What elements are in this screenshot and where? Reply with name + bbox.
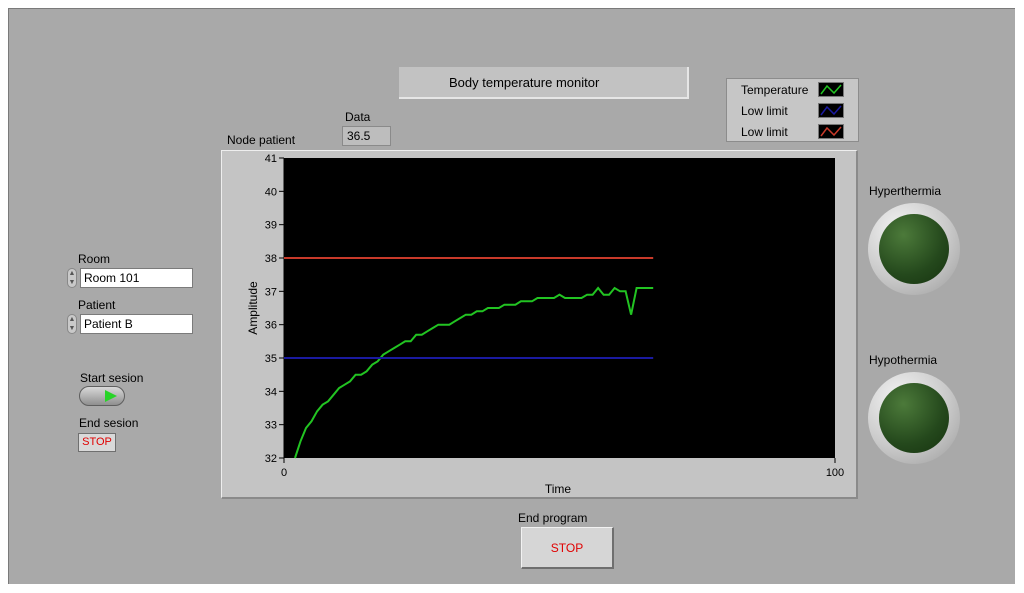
y-tick-label: 33: [265, 420, 277, 432]
line-swatch-icon: [818, 103, 844, 118]
room-label: Room: [78, 252, 111, 266]
x-tick-label: 100: [826, 467, 844, 479]
legend-label: Low limit: [741, 125, 788, 139]
data-label: Data: [345, 110, 371, 124]
y-tick-label: 39: [265, 220, 277, 232]
x-axis-label: Time: [545, 482, 572, 496]
legend-item-temperature[interactable]: Temperature: [727, 80, 858, 100]
y-tick-label: 37: [265, 286, 277, 298]
y-tick-label: 36: [265, 320, 277, 332]
node-patient-label: Node patient: [227, 133, 296, 147]
data-indicator: 36.5: [342, 126, 391, 146]
y-tick-label: 32: [265, 453, 277, 465]
hypothermia-led: [868, 372, 960, 464]
hypothermia-label: Hypothermia: [869, 353, 938, 367]
series-line-temperature: [294, 286, 654, 459]
end-program-stop-button[interactable]: STOP: [521, 527, 614, 569]
end-session-label: End sesion: [79, 416, 139, 430]
page-title: Body temperature monitor: [449, 75, 600, 90]
end-program-label: End program: [518, 511, 588, 525]
start-session-button[interactable]: [79, 386, 125, 406]
led-lamp-icon: [879, 214, 949, 284]
plot-area: [284, 158, 835, 458]
waveform-chart[interactable]: 32 33 34 35 36 37 38 39 40 41 0 100 Amplitude Time: [221, 150, 858, 499]
y-tick-label: 34: [265, 386, 277, 398]
line-swatch-icon: [818, 82, 844, 97]
hyperthermia-led: [868, 203, 960, 295]
room-increment-arrows-icon[interactable]: ▲ ▼: [67, 268, 77, 288]
y-tick-label: 41: [265, 153, 277, 165]
x-axis: 0 100: [281, 458, 844, 479]
y-tick-label: 35: [265, 353, 277, 365]
patient-label: Patient: [78, 298, 116, 312]
start-session-label: Start sesion: [80, 371, 144, 385]
title-banner: Body temperature monitor: [399, 67, 689, 99]
y-axis-label: Amplitude: [246, 281, 260, 335]
legend-item-high-limit[interactable]: Low limit: [727, 122, 858, 142]
play-icon: [105, 390, 117, 402]
end-session-stop-button[interactable]: STOP: [78, 433, 116, 452]
y-tick-label: 38: [265, 253, 277, 265]
x-tick-label: 0: [281, 467, 287, 479]
led-lamp-icon: [879, 383, 949, 453]
patient-increment-arrows-icon[interactable]: ▲ ▼: [67, 314, 77, 334]
y-axis: 32 33 34 35 36 37 38 39 40 41: [265, 153, 285, 465]
plot-lines: [284, 257, 654, 459]
hyperthermia-label: Hyperthermia: [869, 184, 942, 198]
y-tick-label: 40: [265, 186, 277, 198]
legend-item-low-limit[interactable]: Low limit: [727, 101, 858, 121]
room-field[interactable]: Room 101: [80, 268, 193, 288]
legend-label: Low limit: [741, 104, 788, 118]
plot-legend[interactable]: Temperature Low limit Low limit: [726, 78, 859, 142]
legend-label: Temperature: [741, 83, 809, 97]
line-swatch-icon: [818, 124, 844, 139]
patient-field[interactable]: Patient B: [80, 314, 193, 334]
